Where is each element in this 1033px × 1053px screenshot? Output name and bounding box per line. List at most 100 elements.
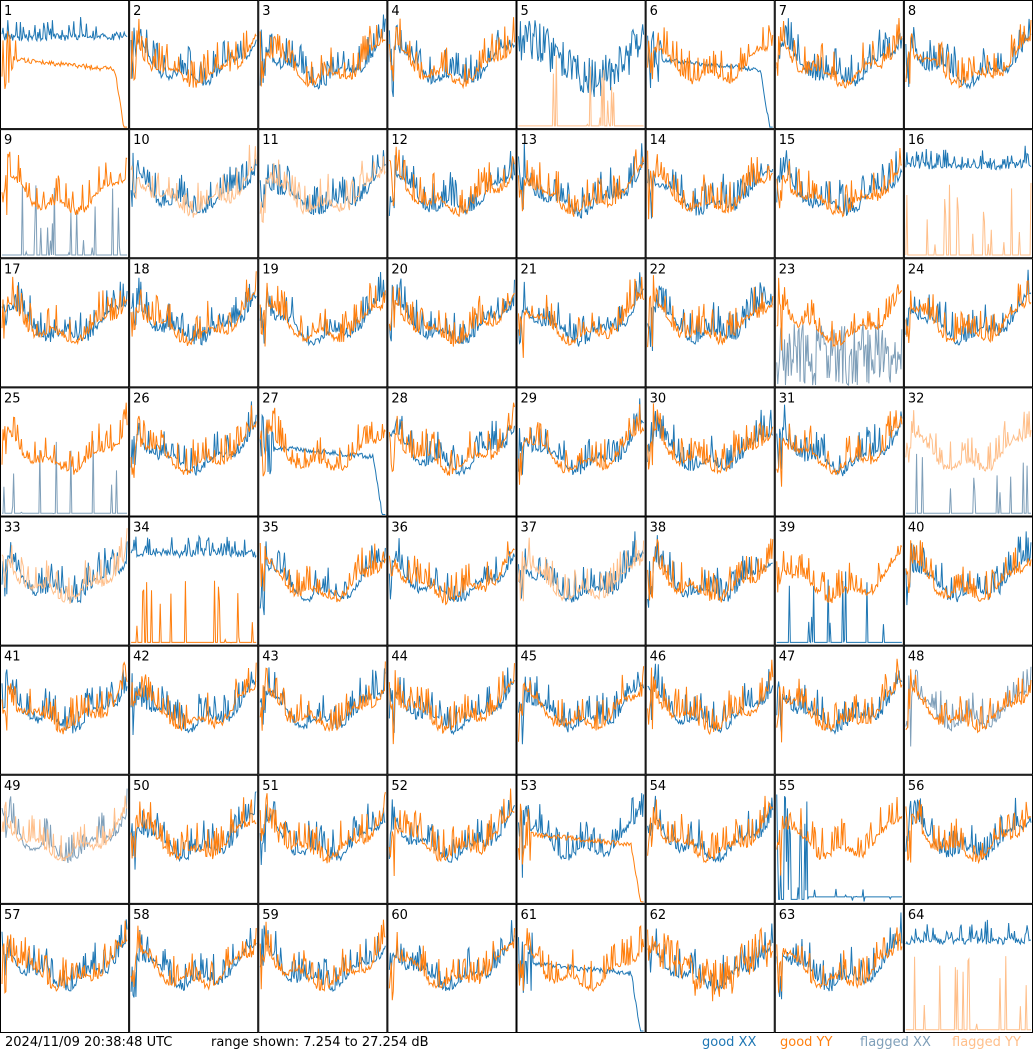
panel-frame <box>129 774 259 904</box>
panel-frame <box>516 0 646 130</box>
panel-label: 54 <box>650 779 667 794</box>
trace-xx-25 <box>2 440 128 515</box>
panel-label: 58 <box>133 908 150 923</box>
trace-yy-8 <box>905 19 1032 89</box>
panel-frame <box>645 258 775 388</box>
panel-63: 63 <box>774 903 904 1033</box>
panel-label: 26 <box>133 391 150 406</box>
panel-frame <box>0 129 130 259</box>
panel-9: 9 <box>0 129 130 259</box>
panel-53: 53 <box>516 774 646 904</box>
panel-frame <box>903 903 1033 1033</box>
trace-yy-26 <box>130 405 257 478</box>
trace-xx-21 <box>518 272 644 347</box>
trace-xx-13 <box>518 143 645 219</box>
panel-label: 32 <box>908 391 925 406</box>
panel-frame <box>258 258 388 388</box>
panel-label: 56 <box>908 779 925 794</box>
panel-label: 10 <box>133 133 150 148</box>
panel-43: 43 <box>258 645 388 775</box>
panel-label: 20 <box>391 262 408 277</box>
panel-label: 46 <box>650 650 667 665</box>
trace-yy-61 <box>518 925 645 992</box>
trace-yy-15 <box>776 147 903 218</box>
trace-xx-16 <box>905 145 1032 171</box>
trace-yy-29 <box>518 404 645 485</box>
panel-label: 59 <box>262 908 279 923</box>
panel-label: 23 <box>779 262 796 277</box>
panel-label: 33 <box>4 521 21 536</box>
panel-label: 29 <box>521 391 538 406</box>
panel-52: 52 <box>387 774 517 904</box>
panel-64: 64 <box>903 903 1033 1033</box>
trace-xx-1 <box>1 16 128 43</box>
panel-label: 15 <box>779 133 796 148</box>
panel-label: 63 <box>779 908 796 923</box>
panel-label: 41 <box>4 650 21 665</box>
panel-label: 27 <box>262 391 279 406</box>
panel-10: 10 <box>129 129 259 259</box>
panel-35: 35 <box>258 516 388 646</box>
trace-xx-51 <box>259 801 386 865</box>
panel-label: 16 <box>908 133 925 148</box>
panel-label: 62 <box>650 908 667 923</box>
legend-good-xx: good XX <box>702 1035 757 1050</box>
trace-yy-7 <box>776 17 903 89</box>
trace-yy-40 <box>905 540 1032 602</box>
panel-24: 24 <box>903 258 1033 388</box>
panel-frame <box>903 129 1033 259</box>
panel-frame <box>645 387 775 517</box>
trace-xx-34 <box>130 534 257 559</box>
panel-label: 12 <box>391 133 408 148</box>
panel-label: 5 <box>521 4 529 19</box>
panel-33: 33 <box>0 516 130 646</box>
panel-label: 47 <box>779 650 796 665</box>
panel-60: 60 <box>387 903 517 1033</box>
panel-label: 21 <box>521 262 538 277</box>
panel-48: 48 <box>903 645 1033 775</box>
panel-label: 44 <box>391 650 408 665</box>
panel-17: 17 <box>0 258 130 388</box>
trace-xx-63 <box>776 912 903 1000</box>
panel-label: 4 <box>391 4 399 19</box>
panel-label: 2 <box>133 4 141 19</box>
panel-11: 11 <box>258 129 388 259</box>
trace-yy-43 <box>259 661 386 733</box>
panel-label: 42 <box>133 650 150 665</box>
legend-flagged-yy: flagged YY <box>952 1035 1021 1050</box>
panel-frame <box>129 258 259 388</box>
panel-label: 14 <box>650 133 667 148</box>
trace-xx-55 <box>776 794 902 902</box>
panel-label: 30 <box>650 391 667 406</box>
trace-yy-45 <box>518 666 645 742</box>
panel-label: 39 <box>779 521 796 536</box>
panel-16: 16 <box>903 129 1033 259</box>
panel-62: 62 <box>645 903 775 1033</box>
panel-49: 49 <box>0 774 130 904</box>
trace-yy-47 <box>776 658 903 743</box>
panel-frame <box>387 258 517 388</box>
panel-2: 2 <box>129 0 259 130</box>
trace-yy-33 <box>1 528 128 604</box>
trace-yy-63 <box>776 927 903 993</box>
trace-xx-5 <box>518 20 645 98</box>
panel-label: 22 <box>650 262 667 277</box>
panel-label: 37 <box>521 521 538 536</box>
trace-xx-61 <box>518 932 644 1032</box>
panel-label: 52 <box>391 779 408 794</box>
panel-label: 53 <box>521 779 538 794</box>
trace-yy-1 <box>1 31 128 128</box>
trace-xx-23 <box>776 323 903 387</box>
trace-yy-9 <box>1 151 128 216</box>
trace-yy-10 <box>130 144 257 218</box>
panel-label: 31 <box>779 391 796 406</box>
panel-label: 57 <box>4 908 21 923</box>
trace-xx-41 <box>1 669 128 734</box>
panel-5: 5 <box>516 0 646 130</box>
legend-flagged-xx: flagged XX <box>860 1035 931 1050</box>
panel-label: 28 <box>391 391 408 406</box>
trace-yy-50 <box>130 797 257 861</box>
trace-yy-39 <box>776 544 903 604</box>
panel-frame <box>774 774 904 904</box>
panel-61: 61 <box>516 903 646 1033</box>
